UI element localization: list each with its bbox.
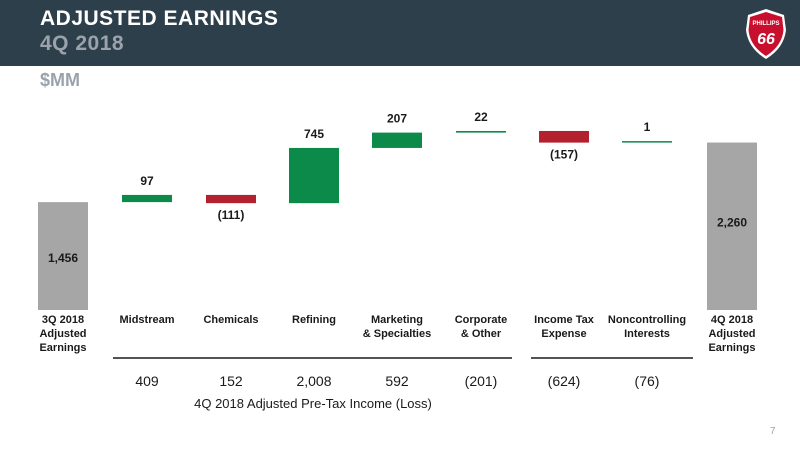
pretax-value-4: (201): [465, 373, 498, 389]
category-label-2-0: Chemicals: [203, 314, 258, 326]
pretax-footnote: 4Q 2018 Adjusted Pre-Tax Income (Loss): [194, 396, 432, 411]
bar-value-label-1: 97: [140, 174, 154, 188]
category-label-1-0: Midstream: [119, 314, 174, 326]
units-label: $MM: [40, 70, 80, 90]
bar-value-label-3: 745: [304, 127, 324, 141]
bar-1: [122, 194, 172, 203]
category-label-6-0: Income Tax: [534, 314, 595, 326]
category-label-8-1: Adjusted: [708, 328, 755, 340]
header-bar: ADJUSTED EARNINGS 4Q 2018 PHILLIPS 66: [0, 0, 800, 66]
bar-value-label-5: 22: [474, 110, 488, 124]
bar-7: [622, 141, 672, 143]
bar-6: [539, 130, 589, 143]
category-label-7-0: Noncontrolling: [608, 314, 686, 326]
tax-nci-value-0: (624): [548, 373, 581, 389]
category-label-0-1: Adjusted: [39, 328, 86, 340]
bar-value-label-8: 2,260: [717, 216, 747, 230]
tax-nci-value-1: (76): [635, 373, 660, 389]
category-label-6-1: Expense: [541, 328, 586, 340]
pretax-value-0: 409: [135, 373, 159, 389]
category-label-0-0: 3Q 2018: [42, 314, 84, 326]
logo-text-top: PHILLIPS: [752, 21, 779, 27]
bar-0: [38, 202, 88, 310]
bar-value-label-6: (157): [550, 148, 578, 162]
category-label-8-2: Earnings: [708, 342, 755, 354]
bar-value-label-2: (111): [218, 208, 245, 222]
pretax-value-2: 2,008: [296, 373, 331, 389]
bar-2: [206, 194, 256, 204]
bar-value-label-7: 1: [644, 120, 651, 134]
page-title: ADJUSTED EARNINGS: [40, 7, 279, 30]
bar-value-label-4: 207: [387, 112, 407, 126]
category-label-5-1: & Other: [461, 328, 502, 340]
logo-text-number: 66: [757, 31, 775, 48]
bar-4: [372, 132, 422, 148]
bar-8: [707, 142, 757, 310]
category-label-4-1: & Specialties: [363, 328, 431, 340]
pretax-value-1: 152: [219, 373, 243, 389]
category-label-0-2: Earnings: [39, 342, 86, 354]
pretax-value-3: 592: [385, 373, 409, 389]
category-label-3-0: Refining: [292, 314, 336, 326]
page-subtitle: 4Q 2018: [40, 32, 125, 55]
category-label-4-0: Marketing: [371, 314, 423, 326]
category-label-8-0: 4Q 2018: [711, 314, 753, 326]
bar-3: [289, 147, 339, 204]
category-label-7-1: Interests: [624, 328, 670, 340]
page-number: 7: [770, 426, 776, 437]
bar-value-label-0: 1,456: [48, 251, 78, 265]
phillips66-logo: PHILLIPS 66: [746, 9, 786, 59]
bar-5: [456, 130, 506, 133]
category-label-5-0: Corporate: [455, 314, 508, 326]
